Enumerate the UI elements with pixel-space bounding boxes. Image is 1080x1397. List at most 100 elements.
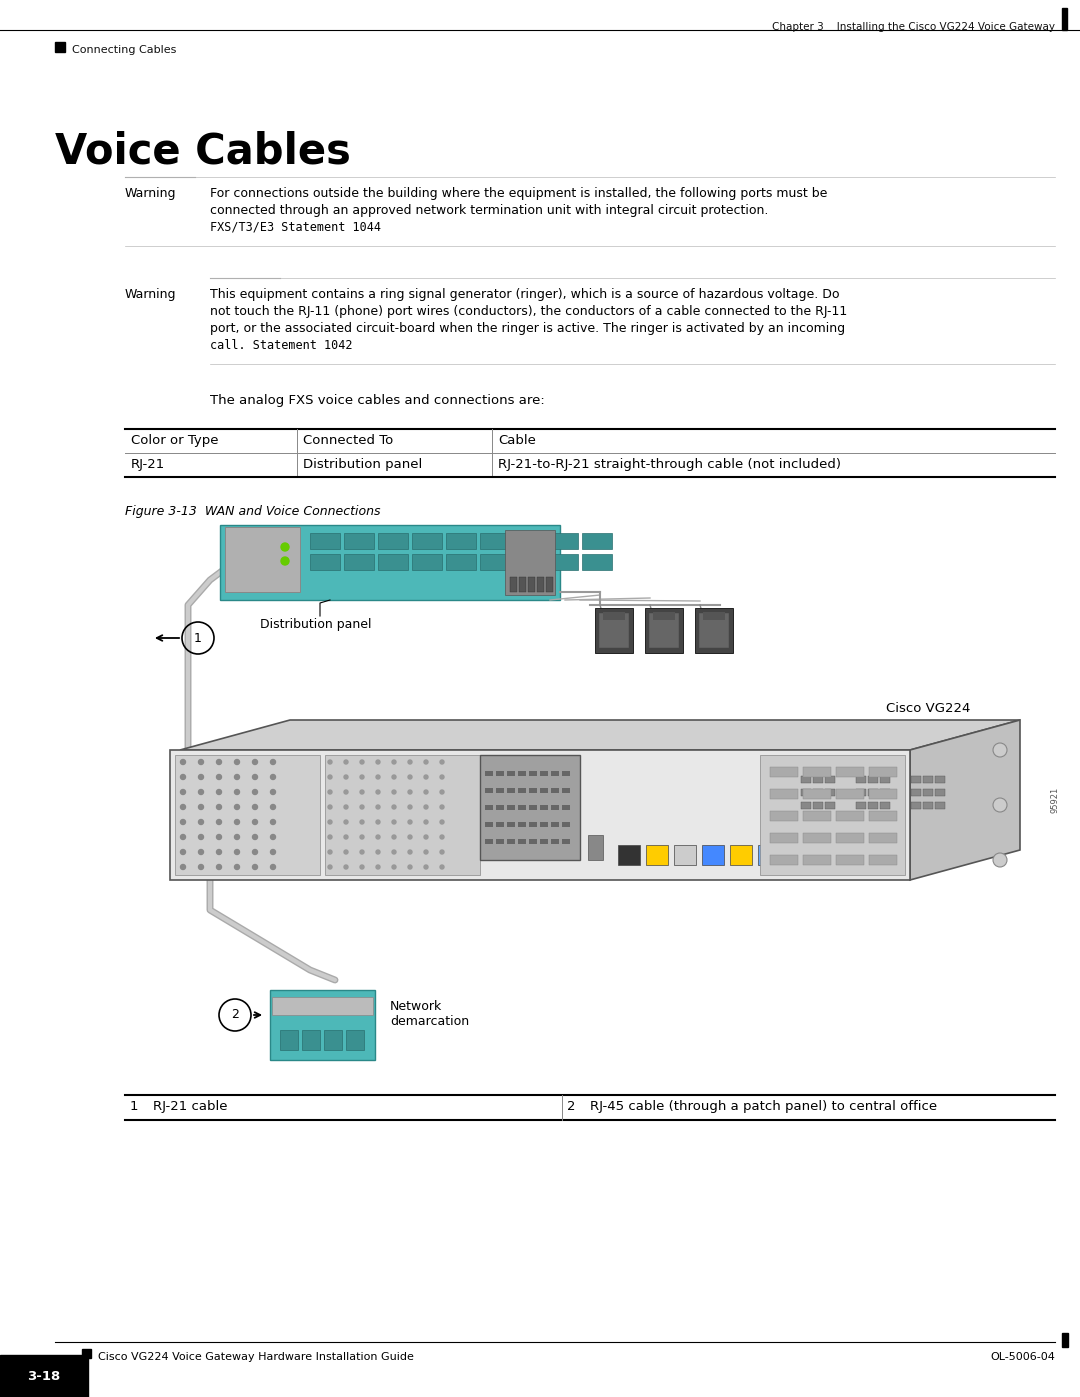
Bar	[518, 805, 526, 810]
Circle shape	[440, 805, 444, 809]
Text: The analog FXS voice cables and connections are:: The analog FXS voice cables and connecti…	[210, 394, 544, 407]
Circle shape	[440, 865, 444, 869]
Circle shape	[253, 805, 257, 809]
Circle shape	[360, 789, 364, 793]
Bar	[935, 775, 945, 782]
Circle shape	[253, 865, 257, 869]
Bar	[378, 555, 408, 570]
Text: Voice Cables: Voice Cables	[55, 130, 351, 172]
Bar	[825, 802, 835, 809]
Bar	[699, 613, 729, 648]
Bar	[645, 608, 683, 652]
Bar	[603, 612, 625, 620]
Circle shape	[234, 760, 240, 764]
Polygon shape	[910, 719, 1020, 880]
Bar	[760, 754, 905, 875]
Bar	[730, 845, 752, 865]
Bar	[540, 840, 548, 844]
Circle shape	[993, 743, 1007, 757]
Bar	[507, 840, 515, 844]
Bar	[325, 754, 480, 875]
Bar	[804, 855, 831, 865]
Circle shape	[408, 789, 411, 793]
Circle shape	[392, 820, 396, 824]
Bar	[551, 788, 559, 793]
Bar	[507, 788, 515, 793]
Bar	[582, 534, 612, 549]
Bar	[869, 767, 897, 777]
Circle shape	[345, 775, 348, 780]
Text: Connecting Cables: Connecting Cables	[72, 45, 176, 54]
Circle shape	[270, 774, 275, 780]
Bar	[346, 1030, 364, 1051]
Bar	[551, 840, 559, 844]
Circle shape	[328, 835, 332, 840]
Text: This equipment contains a ring signal generator (ringer), which is a source of h: This equipment contains a ring signal ge…	[210, 288, 839, 300]
Circle shape	[253, 849, 257, 855]
Text: port, or the associated circuit-board when the ringer is active. The ringer is a: port, or the associated circuit-board wh…	[210, 321, 846, 335]
Bar	[770, 855, 798, 865]
Bar	[529, 840, 537, 844]
Bar	[758, 845, 780, 865]
Bar	[653, 612, 675, 620]
Circle shape	[199, 805, 203, 809]
Bar	[485, 821, 492, 827]
Bar	[518, 788, 526, 793]
Circle shape	[408, 865, 411, 869]
Circle shape	[270, 865, 275, 869]
Circle shape	[328, 865, 332, 869]
Bar	[825, 775, 835, 782]
Circle shape	[424, 805, 428, 809]
Bar	[496, 771, 504, 775]
Bar	[935, 789, 945, 796]
Circle shape	[199, 774, 203, 780]
Circle shape	[376, 849, 380, 854]
Circle shape	[216, 834, 221, 840]
Bar	[804, 789, 831, 799]
Text: RJ-21-to-RJ-21 straight-through cable (not included): RJ-21-to-RJ-21 straight-through cable (n…	[498, 458, 841, 471]
Circle shape	[270, 834, 275, 840]
Bar	[856, 802, 866, 809]
Circle shape	[253, 789, 257, 795]
Circle shape	[376, 775, 380, 780]
Bar	[280, 1030, 298, 1051]
Bar	[480, 754, 580, 861]
Circle shape	[180, 760, 186, 764]
Text: Distribution panel: Distribution panel	[303, 458, 422, 471]
Bar	[496, 840, 504, 844]
Circle shape	[345, 835, 348, 840]
Bar	[674, 845, 696, 865]
Circle shape	[180, 865, 186, 869]
Bar	[519, 577, 526, 592]
Circle shape	[345, 760, 348, 764]
Bar	[813, 789, 823, 796]
Bar	[595, 608, 633, 652]
Circle shape	[392, 775, 396, 780]
Bar	[302, 1030, 320, 1051]
Bar	[868, 789, 878, 796]
Circle shape	[440, 820, 444, 824]
Circle shape	[360, 760, 364, 764]
Circle shape	[234, 834, 240, 840]
Text: Figure 3-13  WAN and Voice Connections: Figure 3-13 WAN and Voice Connections	[125, 504, 380, 518]
Bar	[507, 821, 515, 827]
Circle shape	[281, 543, 289, 550]
Circle shape	[253, 774, 257, 780]
Bar	[480, 555, 510, 570]
Circle shape	[424, 865, 428, 869]
Bar	[562, 788, 570, 793]
Text: Connected To: Connected To	[303, 434, 393, 447]
Circle shape	[376, 865, 380, 869]
Circle shape	[360, 849, 364, 854]
Circle shape	[360, 775, 364, 780]
Bar	[225, 527, 300, 592]
Circle shape	[253, 834, 257, 840]
Bar	[510, 577, 517, 592]
Circle shape	[270, 789, 275, 795]
Bar	[507, 805, 515, 810]
Circle shape	[408, 820, 411, 824]
Circle shape	[199, 865, 203, 869]
Circle shape	[360, 835, 364, 840]
Text: 2: 2	[567, 1099, 576, 1113]
Bar	[836, 812, 864, 821]
